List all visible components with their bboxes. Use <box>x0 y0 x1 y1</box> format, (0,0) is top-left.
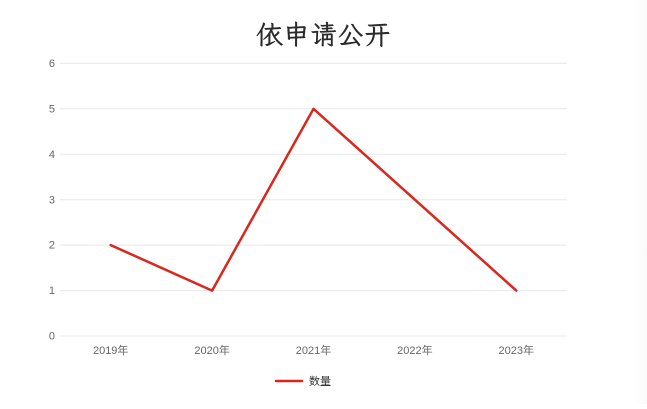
svg-text:2023年: 2023年 <box>499 343 534 357</box>
svg-text:5: 5 <box>49 103 55 115</box>
svg-text:2020年: 2020年 <box>194 343 229 357</box>
svg-text:2022年: 2022年 <box>397 343 432 357</box>
svg-text:2019年: 2019年 <box>93 343 128 357</box>
svg-text:6: 6 <box>49 58 55 70</box>
svg-text:2: 2 <box>49 240 55 252</box>
svg-text:4: 4 <box>49 149 55 161</box>
svg-text:2021年: 2021年 <box>296 343 331 357</box>
svg-text:数量: 数量 <box>309 373 331 389</box>
svg-text:3: 3 <box>49 194 55 206</box>
svg-text:1: 1 <box>49 285 55 297</box>
svg-text:0: 0 <box>49 331 55 343</box>
